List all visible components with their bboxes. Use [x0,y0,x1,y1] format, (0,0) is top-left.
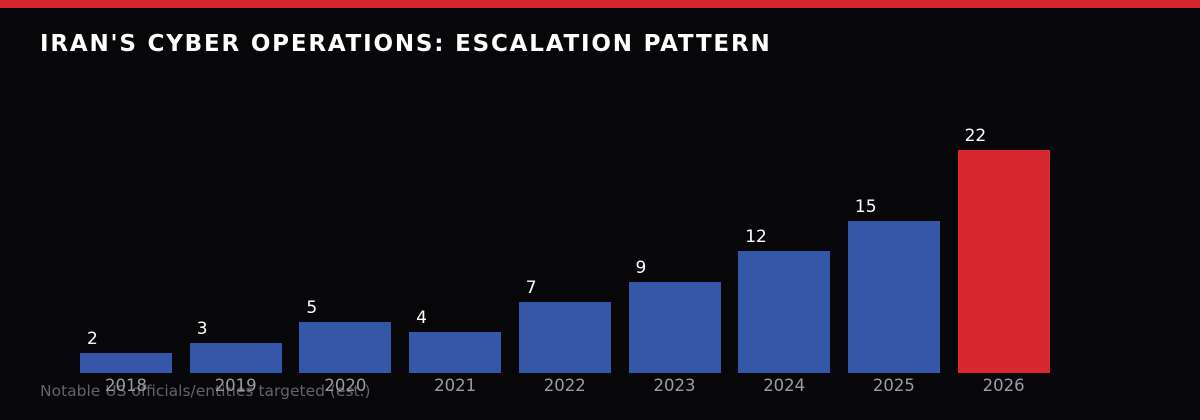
bar-value-label-2024: 12 [745,227,767,248]
bar-2025 [847,220,940,373]
bar-value-label-2023: 9 [635,257,647,278]
x-axis-tick-label-2021: 2021 [434,376,477,395]
bar-value-label-2025: 15 [854,196,877,217]
x-axis-tick-label-2025: 2025 [872,376,915,395]
bar-2023 [628,281,721,373]
bar-value-label-2026: 22 [964,125,987,146]
bar-value-label-2021: 4 [416,308,427,329]
x-axis-tick-label-2019: 2019 [214,376,257,395]
x-axis-tick-label-2026: 2026 [982,376,1025,395]
x-axis-tick-label-2022: 2022 [543,376,586,395]
bar-2021 [409,332,502,373]
bar-value-label-2022: 7 [525,278,537,299]
x-axis-tick-label-2023: 2023 [653,376,696,395]
x-axis-tick-label-2020: 2020 [324,376,367,395]
bar-2019 [189,342,282,373]
bar-2020 [299,322,392,373]
chart-title: IRAN'S CYBER OPERATIONS: ESCALATION PATT… [40,31,772,57]
bar-2026 [957,149,1050,373]
x-axis-tick-label-2024: 2024 [763,376,806,395]
bar-2024 [738,251,831,373]
chart-caption: Notable US officials/entities targeted (… [40,382,371,400]
x-axis-tick-label-2018: 2018 [104,376,147,395]
bar-value-label-2018: 2 [87,328,98,349]
bar-2022 [518,302,611,373]
bar-value-label-2020: 5 [306,298,318,319]
bar-2018 [80,352,172,373]
bar-value-label-2019: 3 [196,318,208,339]
top-accent-stripe [0,0,1200,8]
